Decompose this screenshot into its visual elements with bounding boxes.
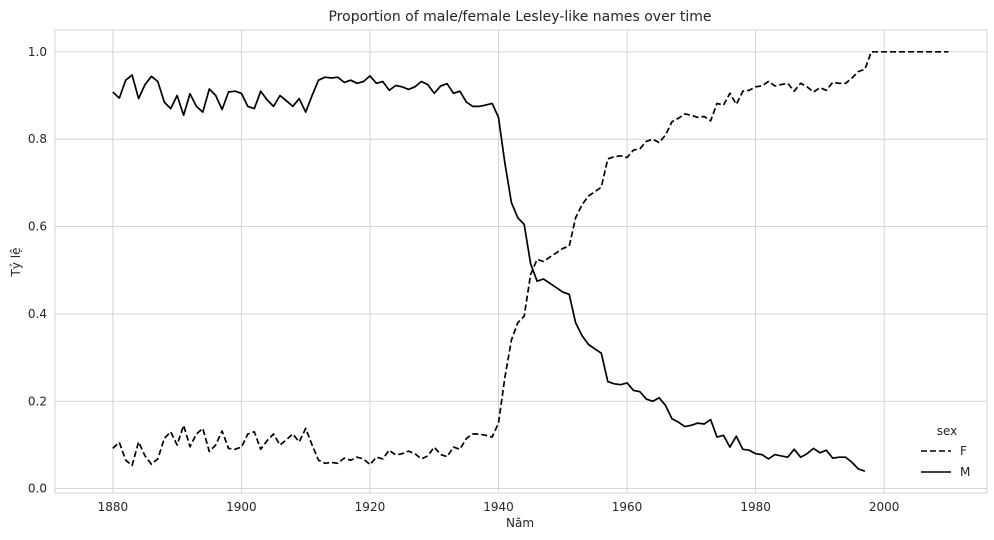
- series-lines: [112, 50, 949, 473]
- y-tick-label: 1.0: [28, 45, 47, 59]
- series-line-m: [112, 74, 866, 473]
- x-tick-label: 1920: [355, 500, 386, 514]
- x-tick-label: 2000: [869, 500, 900, 514]
- tick-labels: 1880 1900 1920 1940 1960 1980 2000 0.0 0.2 0.4 0.6…: [28, 45, 900, 514]
- y-tick-label: 0.8: [28, 132, 47, 146]
- grid: [54, 29, 988, 494]
- chart-title: Proportion of male/female Lesley-like na…: [328, 9, 711, 25]
- legend-label-m: M: [960, 465, 970, 479]
- y-tick-label: 0.4: [28, 307, 47, 321]
- x-tick-label: 1980: [740, 500, 771, 514]
- legend: sex F M: [921, 424, 970, 479]
- x-tick-label: 1940: [483, 500, 514, 514]
- series-line-f: [112, 50, 949, 467]
- legend-label-f: F: [960, 444, 967, 458]
- y-axis-title: Tỷ lệ: [9, 248, 23, 278]
- y-tick-label: 0.0: [28, 482, 47, 496]
- plot-background: [55, 30, 987, 493]
- legend-title: sex: [937, 424, 958, 438]
- x-tick-label: 1900: [226, 500, 257, 514]
- x-axis-title: Năm: [506, 516, 534, 530]
- plot-frame: [54, 29, 988, 494]
- x-tick-label: 1960: [612, 500, 643, 514]
- y-tick-label: 0.6: [28, 220, 47, 234]
- x-tick-label: 1880: [98, 500, 129, 514]
- y-tick-label: 0.2: [28, 394, 47, 408]
